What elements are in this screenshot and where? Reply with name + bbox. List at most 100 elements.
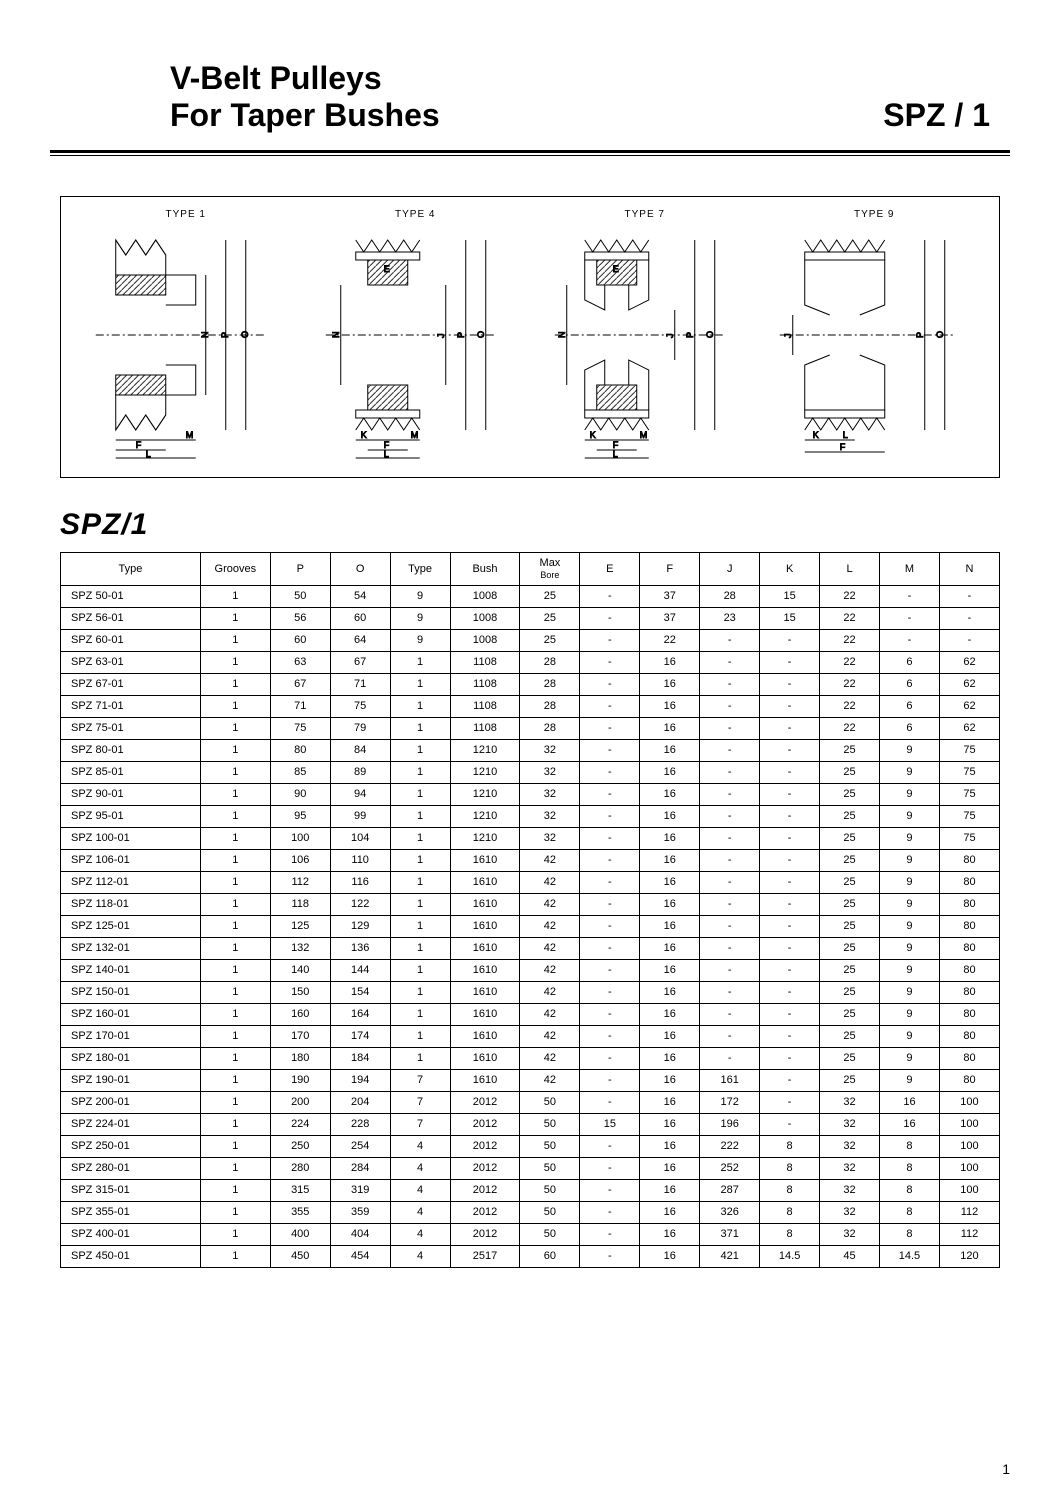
table-cell: 16 — [640, 1025, 700, 1047]
table-cell: 28 — [520, 651, 580, 673]
table-cell: 9 — [880, 783, 940, 805]
table-cell: 42 — [520, 937, 580, 959]
table-cell: 1 — [200, 1069, 270, 1091]
table-cell: 4 — [390, 1179, 450, 1201]
table-cell: 22 — [640, 629, 700, 651]
table-cell: SPZ 180-01 — [61, 1047, 201, 1069]
table-cell: 80 — [939, 1047, 999, 1069]
table-cell: 16 — [640, 717, 700, 739]
table-cell: 200 — [270, 1091, 330, 1113]
table-cell: - — [700, 651, 760, 673]
table-cell: - — [580, 1003, 640, 1025]
table-cell: 75 — [270, 717, 330, 739]
table-cell: 79 — [330, 717, 390, 739]
table-cell: - — [700, 827, 760, 849]
table-cell: 25 — [820, 849, 880, 871]
table-row: SPZ 280-0112802844201250-162528328100 — [61, 1157, 1000, 1179]
table-cell: 9 — [880, 1003, 940, 1025]
table-cell: - — [700, 937, 760, 959]
table-cell: 37 — [640, 607, 700, 629]
table-cell: 71 — [270, 695, 330, 717]
table-cell: - — [580, 849, 640, 871]
table-cell: 60 — [330, 607, 390, 629]
table-row: SPZ 180-0111801841161042-16--25980 — [61, 1047, 1000, 1069]
table-cell: 116 — [330, 871, 390, 893]
table-cell: 80 — [939, 893, 999, 915]
table-cell: 9 — [880, 893, 940, 915]
table-cell: 50 — [270, 585, 330, 607]
svg-text:K: K — [590, 430, 596, 440]
table-cell: - — [580, 827, 640, 849]
table-cell: 100 — [270, 827, 330, 849]
table-cell: 16 — [640, 1179, 700, 1201]
table-cell: 154 — [330, 981, 390, 1003]
table-cell: 2012 — [450, 1091, 520, 1113]
data-table: TypeGroovesPOTypeBushMaxBoreEFJKLMN SPZ … — [60, 552, 1000, 1268]
table-cell: 1 — [200, 915, 270, 937]
table-cell: SPZ 150-01 — [61, 981, 201, 1003]
table-cell: 63 — [270, 651, 330, 673]
table-cell: 42 — [520, 959, 580, 981]
table-cell: 1 — [200, 1223, 270, 1245]
table-cell: 16 — [640, 937, 700, 959]
table-cell: 25 — [820, 1047, 880, 1069]
table-cell: 1 — [390, 915, 450, 937]
table-row: SPZ 85-01185891121032-16--25975 — [61, 761, 1000, 783]
table-cell: 204 — [330, 1091, 390, 1113]
table-header-cell: Grooves — [200, 552, 270, 585]
table-cell: 50 — [520, 1113, 580, 1135]
table-cell: 1 — [390, 739, 450, 761]
table-cell: 42 — [520, 849, 580, 871]
table-cell: 1 — [200, 827, 270, 849]
table-cell: 180 — [270, 1047, 330, 1069]
table-cell: 1 — [390, 893, 450, 915]
table-cell: 75 — [939, 805, 999, 827]
table-cell: - — [760, 893, 820, 915]
table-cell: SPZ 67-01 — [61, 673, 201, 695]
table-cell: 25 — [820, 1069, 880, 1091]
table-cell: - — [700, 629, 760, 651]
table-cell: 71 — [330, 673, 390, 695]
table-cell: 112 — [939, 1223, 999, 1245]
table-cell: 326 — [700, 1201, 760, 1223]
table-cell: - — [580, 1091, 640, 1113]
table-cell: - — [580, 805, 640, 827]
table-cell: 1 — [390, 871, 450, 893]
table-cell: 9 — [880, 1025, 940, 1047]
table-cell: 9 — [880, 959, 940, 981]
table-cell: - — [700, 695, 760, 717]
table-cell: 25 — [820, 761, 880, 783]
table-row: SPZ 132-0111321361161042-16--25980 — [61, 937, 1000, 959]
table-cell: 25 — [820, 783, 880, 805]
table-cell: 16 — [640, 1223, 700, 1245]
table-cell: 1 — [390, 1025, 450, 1047]
table-cell: 6 — [880, 673, 940, 695]
svg-text:L: L — [146, 449, 151, 459]
diagram-svg-type1: N P O M F L — [71, 230, 301, 460]
table-cell: 64 — [330, 629, 390, 651]
table-row: SPZ 200-0112002047201250-16172-3216100 — [61, 1091, 1000, 1113]
table-cell: 50 — [520, 1091, 580, 1113]
table-cell: 32 — [820, 1223, 880, 1245]
table-cell: SPZ 56-01 — [61, 607, 201, 629]
table-cell: 2517 — [450, 1245, 520, 1267]
table-cell: 190 — [270, 1069, 330, 1091]
table-cell: - — [700, 959, 760, 981]
table-cell: 95 — [270, 805, 330, 827]
table-cell: SPZ 315-01 — [61, 1179, 201, 1201]
diagram-label: TYPE 1 — [71, 209, 301, 220]
table-cell: - — [700, 915, 760, 937]
table-cell: 75 — [939, 739, 999, 761]
table-cell: 100 — [939, 1113, 999, 1135]
table-cell: 99 — [330, 805, 390, 827]
table-cell: - — [580, 629, 640, 651]
table-cell: 16 — [640, 1113, 700, 1135]
table-cell: 25 — [820, 915, 880, 937]
table-cell: 1 — [390, 1047, 450, 1069]
table-cell: 62 — [939, 717, 999, 739]
table-cell: SPZ 250-01 — [61, 1135, 201, 1157]
table-cell: 1610 — [450, 871, 520, 893]
table-cell: - — [700, 783, 760, 805]
table-cell: 1 — [200, 1179, 270, 1201]
table-cell: SPZ 50-01 — [61, 585, 201, 607]
